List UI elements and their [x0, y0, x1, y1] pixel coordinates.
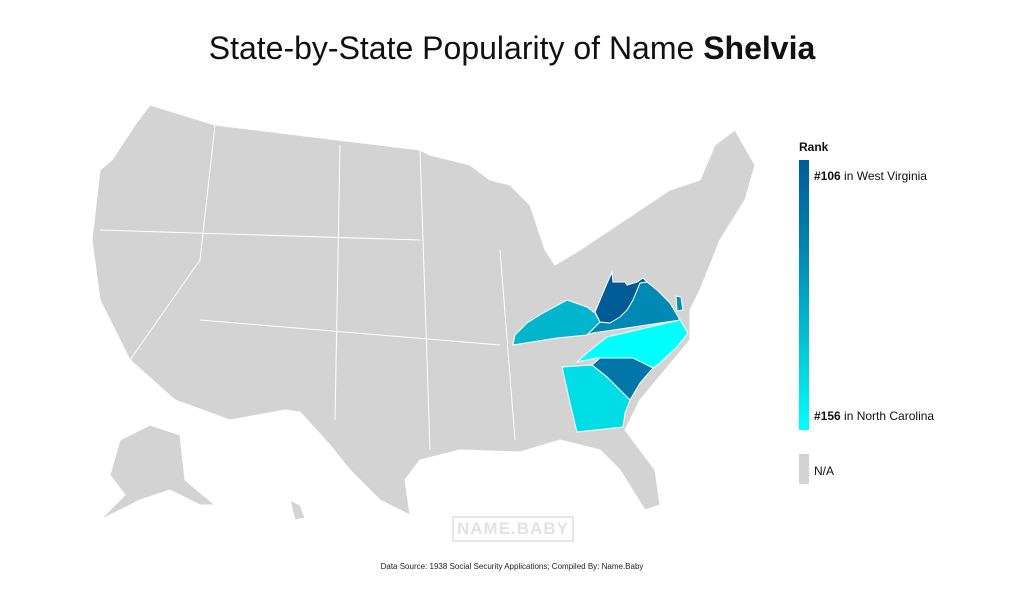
legend-na-label: N/A [814, 464, 835, 478]
state-border [129, 124, 216, 361]
legend-color-scale [799, 160, 809, 430]
state-border [334, 144, 341, 421]
state-border [419, 149, 431, 451]
legend-bottom-label: #156 in North Carolina [814, 409, 935, 423]
legend-header: Rank [799, 140, 829, 154]
state-kentucky [512, 299, 601, 346]
state-border [99, 229, 421, 241]
highlighted-name: Shelvia [703, 30, 816, 66]
state-west-virginia [594, 270, 649, 324]
state-hawaii [289, 499, 306, 521]
state-delaware [675, 295, 684, 312]
state-border [199, 319, 501, 346]
page-title: State-by-State Popularity of Name Shelvi… [208, 30, 816, 66]
state-georgia [561, 364, 631, 433]
state-border [499, 249, 516, 441]
state-alaska [99, 424, 217, 521]
legend-top-label: #106 in West Virginia [814, 169, 927, 183]
footer-source: Data Source: 1938 Social Security Applic… [380, 562, 644, 571]
watermark-logo: NAME.BABY [452, 516, 574, 542]
legend: Rank #106 in West Virginia #156 in North… [799, 140, 934, 484]
legend-na-swatch [799, 454, 809, 484]
